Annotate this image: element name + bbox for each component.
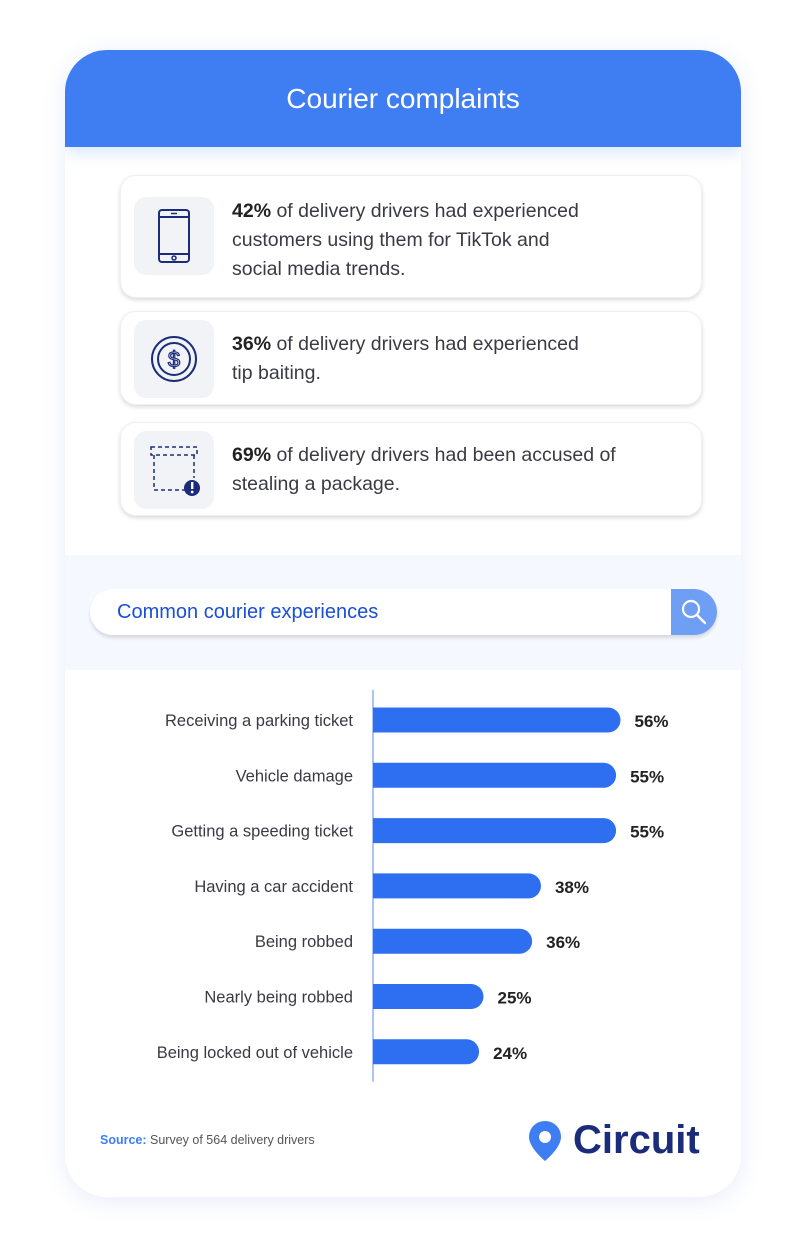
value-label: 24% [493,1044,527,1063]
value-label: 36% [546,933,580,952]
smartphone-icon [134,197,214,275]
bar [373,707,621,733]
bar [373,1039,480,1065]
category-label: Getting a speeding ticket [171,823,353,841]
brand-name: Circuit [573,1118,700,1162]
dollar-coin-icon: $ [134,320,214,398]
location-pin-icon [529,1120,561,1161]
stat-text: 42% of delivery drivers had experienced c… [232,200,579,280]
category-label: Nearly being robbed [204,989,353,1007]
stat-text: 36% of delivery drivers had experienced t… [232,333,579,384]
category-label: Having a car accident [194,878,353,896]
bar [373,818,617,844]
search-button[interactable] [671,589,717,635]
infographic-card: Courier complaints 42% of delivery drive… [65,50,741,1197]
section-title: Common courier experiences [117,601,379,623]
svg-text:$: $ [168,347,180,372]
category-label: Being locked out of vehicle [157,1044,353,1062]
bar-chart: Receiving a parking ticket 56% Vehicle dam… [157,690,669,1082]
stat-text: 69% of delivery drivers had been accused… [232,444,616,495]
circuit-logo: Circuit [527,1118,700,1163]
bar [373,873,541,899]
category-label: Receiving a parking ticket [165,712,353,730]
category-label: Vehicle damage [236,767,353,785]
value-label: 55% [630,823,664,842]
category-label: Being robbed [255,933,353,951]
stat-card-tiktok: 42% of delivery drivers had experienced c… [120,175,702,298]
value-label: 25% [498,989,532,1008]
section-search-bar[interactable]: Common courier experiences [90,589,717,635]
value-label: 38% [555,878,589,897]
bar [373,984,484,1009]
page-title: Courier complaints [65,50,741,147]
bar [373,928,533,954]
value-label: 56% [635,712,669,731]
stat-card-package-theft: 69% of delivery drivers had been accused… [120,422,702,516]
source-note: Source: Survey of 564 delivery drivers [100,1133,315,1147]
value-label: 55% [630,767,664,786]
missing-package-icon [134,431,214,509]
stat-card-tip-baiting: $ 36% of delivery drivers had experience… [120,311,702,405]
bar [373,762,617,788]
search-icon [681,599,707,625]
